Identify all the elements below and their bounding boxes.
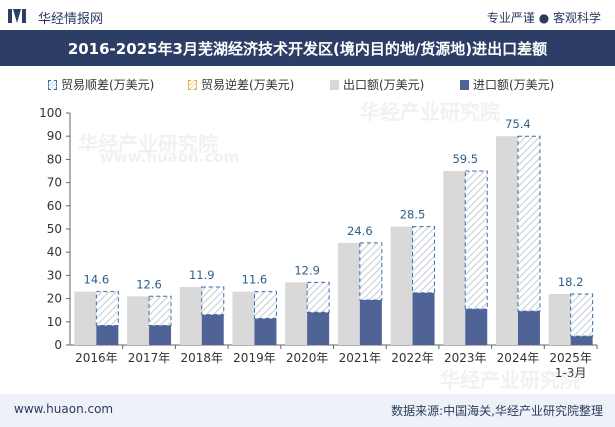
y-tick-label: 0 bbox=[54, 338, 62, 352]
tagline: 专业严谨 ● 客观科学 bbox=[486, 11, 601, 25]
legend-swatch-imports bbox=[460, 80, 469, 90]
x-tick-label: 2025年 bbox=[549, 351, 592, 365]
legend-swatch-exports bbox=[330, 80, 339, 90]
surplus-bar bbox=[412, 226, 436, 294]
data-label: 75.4 bbox=[505, 117, 531, 131]
data-label: 12.9 bbox=[294, 263, 320, 277]
x-tick-label: 2024年 bbox=[497, 351, 540, 365]
import-bar bbox=[570, 336, 593, 345]
import-bar bbox=[254, 318, 277, 345]
export-bar bbox=[74, 291, 97, 345]
data-label: 11.6 bbox=[242, 273, 268, 287]
surplus-bar bbox=[359, 242, 383, 301]
legend-item-deficit: 贸易逆差(万美元) bbox=[188, 76, 294, 93]
data-label: 11.9 bbox=[189, 268, 215, 282]
footer: www.huaon.com 数据来源:中国海关,华经产业研究院整理 bbox=[0, 394, 615, 427]
data-label: 14.6 bbox=[84, 273, 110, 287]
title-bar: 2016-2025年3月芜湖经济技术开发区(境内目的地/货源地)进出口差额 bbox=[0, 30, 615, 66]
y-tick-label: 70 bbox=[47, 176, 62, 190]
export-bar bbox=[285, 282, 308, 345]
export-bar bbox=[390, 226, 413, 345]
data-label: 59.5 bbox=[452, 152, 478, 166]
x-tick-label: 2017年 bbox=[128, 351, 171, 365]
legend-label-surplus: 贸易顺差(万美元) bbox=[61, 78, 155, 92]
y-tick-label: 10 bbox=[47, 315, 62, 329]
export-bar bbox=[179, 287, 202, 345]
huajing-logo-icon bbox=[8, 9, 26, 23]
export-bar bbox=[127, 296, 150, 345]
surplus-bar bbox=[570, 293, 594, 337]
import-bar bbox=[359, 299, 382, 345]
x-tick-label: 1-3月 bbox=[555, 366, 587, 380]
import-bar bbox=[149, 325, 172, 345]
legend-swatch-surplus bbox=[48, 80, 57, 90]
x-tick-label: 2022年 bbox=[391, 351, 434, 365]
surplus-bar bbox=[253, 291, 277, 320]
import-bar bbox=[412, 292, 435, 345]
top-bar: 华经情报网 专业严谨 ● 客观科学 bbox=[0, 0, 615, 30]
y-tick-label: 60 bbox=[47, 199, 62, 213]
legend-label-imports: 进口额(万美元) bbox=[473, 78, 555, 92]
legend-label-exports: 出口额(万美元) bbox=[343, 78, 425, 92]
legend-swatch-deficit bbox=[188, 80, 197, 90]
legend-item-surplus: 贸易顺差(万美元) bbox=[48, 76, 154, 93]
x-tick-label: 2016年 bbox=[75, 351, 118, 365]
x-tick-label: 2023年 bbox=[444, 351, 487, 365]
legend-item-exports: 出口额(万美元) bbox=[330, 76, 424, 93]
surplus-bar bbox=[201, 286, 225, 316]
import-bar bbox=[201, 314, 224, 345]
data-label: 28.5 bbox=[400, 208, 426, 222]
y-tick-label: 40 bbox=[47, 245, 62, 259]
import-bar bbox=[517, 311, 540, 345]
x-tick-label: 2018年 bbox=[180, 351, 223, 365]
surplus-bar bbox=[306, 281, 330, 313]
y-tick-label: 20 bbox=[47, 292, 62, 306]
x-tick-label: 2021年 bbox=[339, 351, 382, 365]
surplus-bar bbox=[464, 170, 488, 310]
export-bar bbox=[232, 291, 255, 345]
data-label: 24.6 bbox=[347, 224, 373, 238]
brand-name: 华经情报网 bbox=[38, 12, 104, 27]
x-tick-label: 2019年 bbox=[233, 351, 276, 365]
data-source: 数据来源:中国海关,华经产业研究院整理 bbox=[391, 404, 603, 418]
data-label: 18.2 bbox=[558, 275, 584, 289]
chart-title: 2016-2025年3月芜湖经济技术开发区(境内目的地/货源地)进出口差额 bbox=[67, 40, 548, 58]
y-tick-label: 100 bbox=[39, 106, 62, 120]
export-bar bbox=[337, 242, 360, 345]
site-url: www.huaon.com bbox=[14, 402, 114, 416]
legend-item-imports: 进口额(万美元) bbox=[460, 76, 554, 93]
data-label: 12.6 bbox=[136, 277, 162, 291]
export-bar bbox=[495, 136, 518, 345]
import-bar bbox=[96, 325, 119, 345]
surplus-bar bbox=[95, 291, 119, 327]
y-tick-label: 50 bbox=[47, 222, 62, 236]
chart-legend: 贸易顺差(万美元) 贸易逆差(万美元) 出口额(万美元) 进口额(万美元) bbox=[0, 74, 615, 94]
y-tick-label: 80 bbox=[47, 152, 62, 166]
import-bar bbox=[465, 309, 488, 345]
bar-chart: 0 10 20 30 40 50 60 70 80 90 100 14.6 2016年 12.6 2017年… bbox=[39, 106, 598, 380]
y-tick-label: 90 bbox=[47, 129, 62, 143]
export-bar bbox=[443, 171, 466, 345]
surplus-bar bbox=[517, 135, 541, 312]
surplus-bar bbox=[148, 295, 172, 327]
x-tick-label: 2020年 bbox=[286, 351, 329, 365]
legend-label-deficit: 贸易逆差(万美元) bbox=[201, 78, 295, 92]
import-bar bbox=[307, 312, 330, 345]
y-tick-label: 30 bbox=[47, 268, 62, 282]
export-bar bbox=[548, 293, 571, 345]
